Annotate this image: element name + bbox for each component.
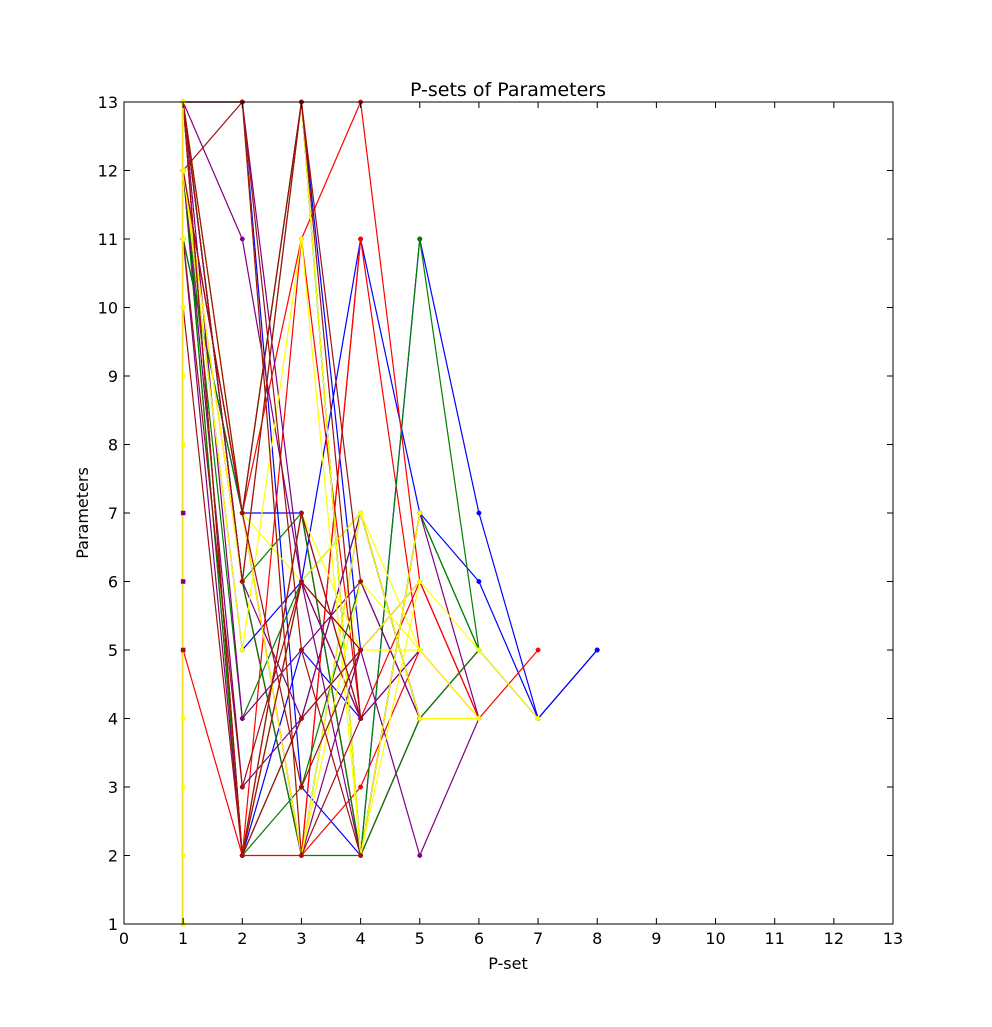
y-tick-label: 5	[108, 641, 118, 660]
data-point	[535, 647, 541, 653]
y-tick-label: 10	[98, 299, 118, 318]
x-tick-label: 12	[824, 929, 844, 948]
y-tick-label: 9	[108, 367, 118, 386]
pset-1-marker	[180, 579, 186, 584]
series-line-1	[182, 170, 598, 720]
data-point	[535, 716, 541, 721]
pset-1-marker	[180, 442, 186, 447]
x-tick-label: 5	[415, 929, 425, 948]
x-tick-label: 8	[592, 929, 602, 948]
data-point	[299, 853, 304, 858]
series-line-41	[182, 101, 362, 857]
data-point	[239, 647, 245, 653]
y-tick-label: 12	[98, 162, 118, 181]
x-axis-label: P-set	[488, 954, 528, 973]
data-point	[239, 716, 245, 721]
pset-1-marker	[180, 853, 186, 858]
data-point	[417, 853, 423, 858]
y-tick-label: 6	[108, 573, 118, 592]
series-line-42	[182, 101, 362, 719]
data-point	[476, 647, 482, 653]
data-point	[299, 236, 304, 242]
data-point	[358, 236, 364, 242]
pset-1-marker	[180, 647, 186, 653]
y-tick-label: 2	[108, 847, 118, 866]
pset-1-marker	[180, 305, 186, 310]
data-point	[239, 510, 245, 516]
x-tick-label: 13	[883, 929, 903, 948]
y-tick-label: 3	[108, 778, 118, 797]
data-point	[594, 647, 600, 653]
data-point	[239, 236, 245, 242]
series-layer	[180, 99, 600, 927]
x-tick-label: 2	[237, 929, 247, 948]
x-tick-label: 0	[119, 929, 129, 948]
data-point	[476, 716, 482, 721]
data-point	[299, 716, 304, 721]
x-tick-label: 9	[651, 929, 661, 948]
data-point	[476, 579, 482, 584]
x-tick-label: 11	[765, 929, 785, 948]
x-tick-label: 4	[356, 929, 366, 948]
data-point	[239, 784, 245, 790]
y-tick-label: 11	[98, 230, 118, 249]
pset-1-marker	[180, 716, 186, 721]
data-point	[417, 716, 423, 721]
data-point	[239, 579, 245, 584]
data-point	[417, 510, 423, 516]
data-point	[358, 853, 364, 858]
series-line-36	[182, 101, 362, 788]
pset-1-marker	[180, 784, 186, 790]
data-point	[417, 579, 423, 584]
data-point	[299, 784, 304, 790]
x-tick-label: 3	[296, 929, 306, 948]
chart-title: P-sets of Parameters	[410, 79, 606, 101]
data-point	[358, 716, 364, 721]
data-point	[417, 647, 423, 653]
pset-1-marker	[180, 236, 186, 242]
data-point	[299, 510, 304, 516]
y-axis-label: Parameters	[73, 467, 92, 559]
data-point	[299, 579, 304, 584]
data-point	[358, 784, 364, 790]
y-tick-label: 4	[108, 710, 118, 729]
data-point	[476, 510, 482, 516]
data-point	[239, 853, 245, 858]
y-tick-label: 1	[108, 915, 118, 934]
x-tick-label: 7	[533, 929, 543, 948]
pset-1-marker	[180, 168, 186, 173]
y-tick-label: 13	[98, 93, 118, 112]
x-tick-label: 1	[178, 929, 188, 948]
series-line-43	[182, 307, 362, 857]
data-point	[299, 647, 304, 653]
y-tick-label: 8	[108, 436, 118, 455]
data-point	[417, 236, 423, 242]
x-tick-label: 10	[705, 929, 725, 948]
pset-1-marker	[180, 373, 186, 379]
data-point	[358, 579, 364, 584]
series-line-39	[182, 101, 362, 857]
pset-1-marker	[180, 510, 186, 516]
data-point	[358, 647, 364, 653]
x-tick-label: 6	[474, 929, 484, 948]
data-point	[358, 510, 364, 516]
y-tick-label: 7	[108, 504, 118, 523]
